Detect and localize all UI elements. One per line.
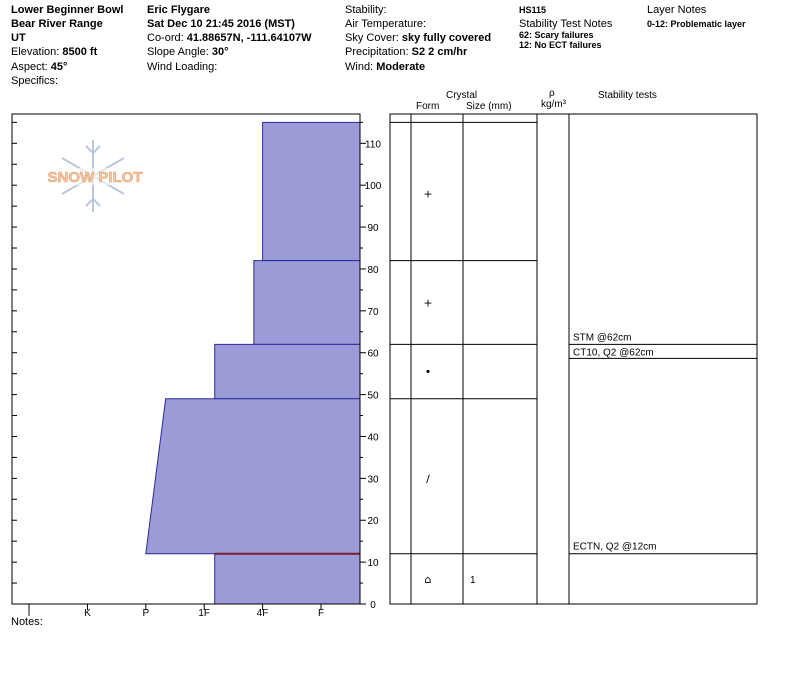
x-tick-label: 1F	[198, 608, 210, 619]
y-tick-label: 110	[365, 139, 381, 150]
wind-loading-label: Wind Loading:	[147, 61, 218, 73]
aspect: Aspect: 45°	[11, 61, 68, 73]
notes-label: Notes:	[11, 616, 43, 628]
layer-grid	[389, 113, 758, 605]
watermark-text: SNOW PILOT	[48, 169, 143, 186]
size-header: Size (mm)	[466, 101, 512, 112]
x-tick-label: I	[28, 608, 31, 619]
y-tick-label: 20	[367, 516, 379, 527]
hardness-layer	[253, 260, 361, 345]
crystal-form-symbol: /	[426, 472, 430, 485]
y-tick-label: 0	[370, 600, 376, 611]
stability-tests: STM @62cm CT10, Q2 @62cm ECTN, Q2 @12cm	[569, 332, 757, 555]
y-tick-label: 40	[367, 432, 379, 443]
y-tick-label: 30	[367, 474, 379, 485]
y-tick-label: 80	[367, 265, 379, 276]
y-tick-label: 100	[365, 181, 382, 192]
stability-tests-header: Stability tests	[598, 90, 657, 101]
observer-name: Eric Flygare	[147, 4, 210, 16]
x-tick-label: P	[142, 608, 149, 619]
y-tick-label: 90	[367, 223, 379, 234]
elevation: Elevation: 8500 ft	[11, 46, 98, 58]
coordinates: Co-ord: 41.88657N, -111.64107W	[147, 32, 312, 44]
hardness-profile	[145, 121, 361, 605]
air-temperature-label: Air Temperature:	[345, 18, 427, 30]
y-tick-label: 10	[367, 558, 379, 569]
stability-note: 12: No ECT failures	[519, 40, 602, 50]
stability-notes-label: Stability Test Notes	[519, 18, 613, 30]
crystal-form-symbol: ⌂	[425, 573, 432, 586]
crystal-size: 1	[470, 575, 476, 586]
hs-total-depth: HS115	[519, 5, 547, 15]
axes: 0 10 20 30 40 50 60 70 80 90 100 110 I K P 1F 4F F	[11, 113, 382, 619]
wind: Wind: Moderate	[345, 61, 426, 73]
crystal-forms: + + • / ⌂ 1	[423, 188, 476, 586]
y-tick-label: 60	[367, 349, 379, 360]
hardness-layer	[145, 398, 361, 555]
stability-label: Stability:	[345, 4, 387, 16]
crystal-form-symbol: +	[423, 296, 432, 309]
stability-test-label: CT10, Q2 @62cm	[573, 347, 654, 358]
hardness-layer	[214, 553, 361, 605]
x-tick-label: F	[318, 608, 324, 619]
observation-datetime: Sat Dec 10 21:45 2016 (MST)	[147, 18, 295, 30]
crystal-header: Crystal	[446, 90, 478, 101]
snowpilot-watermark: SNOW PILOT	[36, 140, 154, 212]
specifics-label: Specifics:	[11, 75, 59, 87]
location-name: Lower Beginner Bowl	[11, 4, 124, 16]
x-tick-label: 4F	[257, 608, 269, 619]
stability-note: 62: Scary failures	[519, 30, 594, 40]
crystal-form-symbol: +	[423, 188, 432, 201]
location-range: Bear River Range	[11, 18, 103, 30]
y-tick-label: 70	[367, 307, 379, 318]
density-unit: kg/m³	[541, 99, 566, 110]
form-header: Form	[416, 101, 440, 112]
precipitation: Precipitation: S2 2 cm/hr	[345, 46, 468, 58]
x-tick-label: K	[84, 608, 91, 619]
hardness-layer	[214, 343, 361, 400]
crystal-form-symbol: •	[425, 366, 432, 379]
hardness-layer	[262, 121, 361, 262]
stability-test-label: STM @62cm	[573, 332, 632, 343]
layer-note: 0-12: Problematic layer	[647, 19, 746, 29]
slope-angle: Slope Angle: 30°	[147, 46, 229, 58]
table-frame	[389, 113, 758, 605]
location-state: UT	[11, 32, 26, 44]
sky-cover: Sky Cover: sky fully covered	[345, 32, 492, 44]
y-tick-label: 50	[367, 391, 379, 402]
layer-notes-label: Layer Notes	[647, 4, 707, 16]
profile-frame	[11, 113, 361, 605]
stability-test-label: ECTN, Q2 @12cm	[573, 542, 657, 553]
density-symbol: ρ	[549, 88, 555, 99]
